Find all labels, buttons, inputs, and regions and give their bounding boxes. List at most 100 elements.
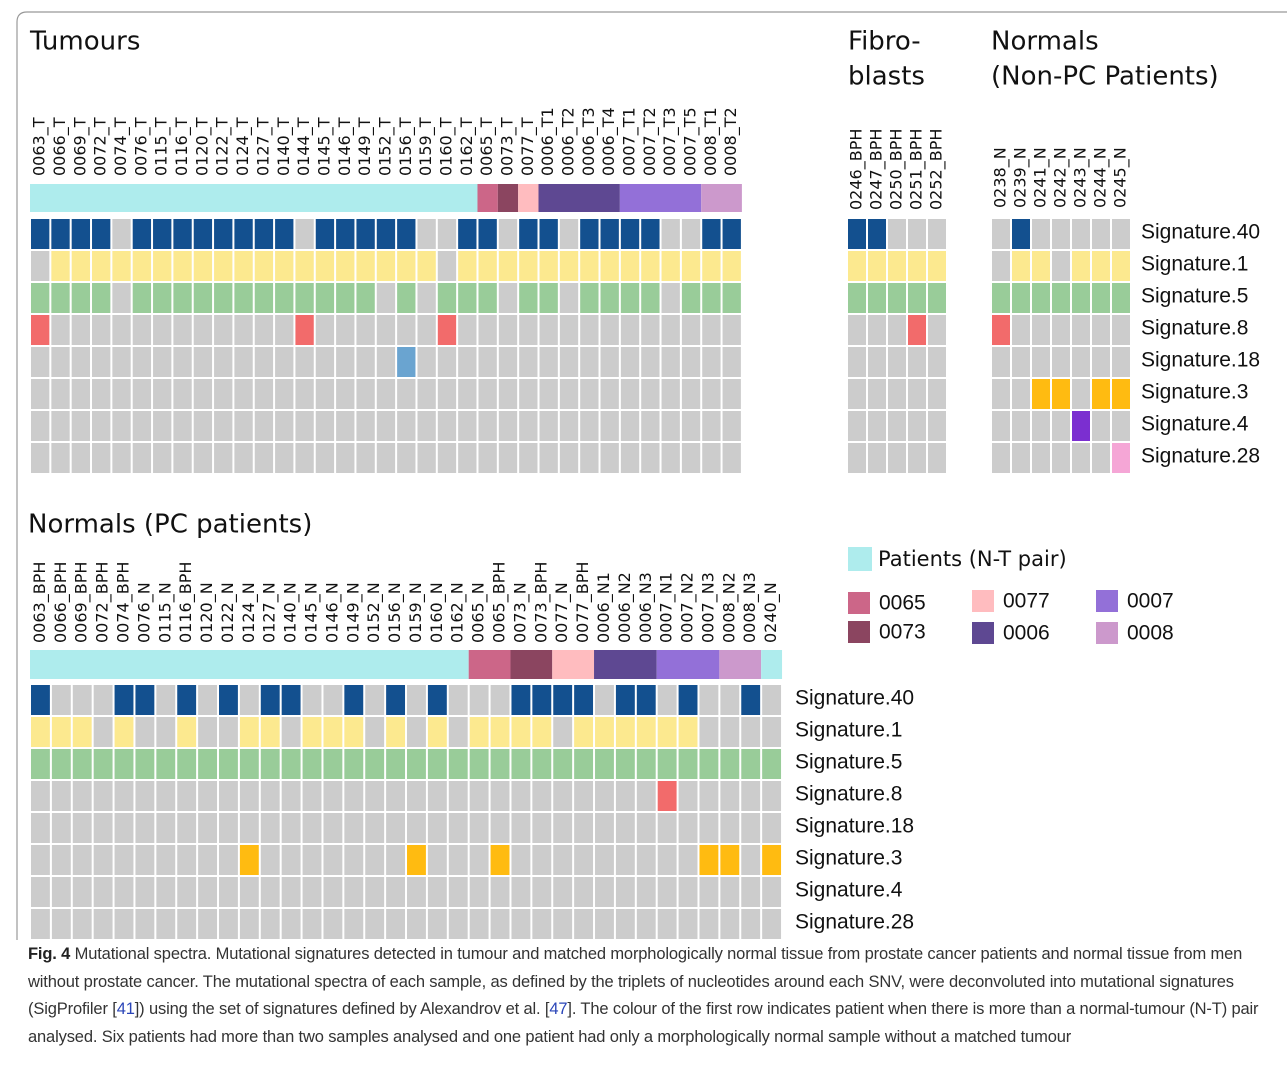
heatmap-cell	[193, 219, 213, 249]
sample-label: 0065_BPH	[490, 562, 510, 643]
sample-label: 0007_N2	[678, 572, 698, 643]
heatmap-cell	[636, 877, 656, 907]
heatmap-cell	[417, 379, 436, 409]
heatmap-cell	[600, 347, 619, 377]
heatmap-cell	[992, 379, 1010, 409]
heatmap-cell	[51, 219, 70, 249]
heatmap-cell	[636, 685, 656, 715]
heatmap-cell	[848, 411, 866, 441]
citation-link[interactable]: 47	[549, 1000, 568, 1018]
heatmap-cell	[641, 379, 660, 409]
heatmap-cell	[132, 443, 152, 473]
heatmap-cell	[992, 283, 1010, 313]
heatmap-cell	[559, 411, 579, 441]
heatmap-cell	[681, 411, 701, 441]
panel-title: Fibro-	[848, 27, 921, 57]
heatmap-cell	[478, 347, 497, 377]
heatmap-cell	[193, 411, 213, 441]
heatmap-cell	[112, 411, 131, 441]
heatmap-cell	[478, 379, 497, 409]
heatmap-cell	[397, 283, 416, 313]
patient-bar	[468, 650, 511, 679]
signature-label: Signature.4	[795, 879, 903, 902]
heatmap-cell	[720, 717, 740, 747]
heatmap-cell	[868, 379, 886, 409]
signature-label: Signature.4	[1141, 413, 1249, 436]
heatmap-cell	[72, 845, 92, 875]
sample-label: 0065_T	[477, 117, 497, 176]
caption-text: Mutational spectra. Mutational signature…	[28, 945, 1243, 1018]
heatmap-cell	[315, 347, 335, 377]
heatmap-cell	[661, 411, 680, 441]
heatmap-cell	[641, 347, 660, 377]
heatmap-cell	[356, 411, 375, 441]
heatmap-cell	[600, 283, 619, 313]
heatmap-cell	[478, 443, 497, 473]
heatmap-cell	[928, 251, 946, 281]
heatmap-cell	[376, 315, 396, 345]
heatmap-cell	[681, 283, 701, 313]
heatmap-cell	[71, 443, 91, 473]
sample-label: 0252_BPH	[927, 129, 947, 210]
heatmap-cell	[657, 877, 677, 907]
heatmap-cell	[315, 411, 335, 441]
heatmap-cell	[928, 443, 946, 473]
heatmap-cell	[511, 845, 531, 875]
heatmap-cell	[193, 283, 213, 313]
heatmap-cell	[553, 813, 573, 843]
patient-bar	[30, 650, 469, 679]
sample-label: 0145_T	[314, 117, 334, 176]
heatmap-cell	[295, 283, 314, 313]
sample-label: 0063_T	[30, 117, 50, 176]
heatmap-cell	[376, 283, 396, 313]
heatmap-cell	[678, 749, 698, 779]
sample-label: 0074_T	[111, 117, 131, 176]
patient-bar	[701, 184, 742, 212]
heatmap-cell	[198, 749, 218, 779]
heatmap-cell	[641, 283, 660, 313]
heatmap-cell	[636, 717, 656, 747]
heatmap-cell	[323, 685, 343, 715]
legend-swatch	[972, 622, 994, 644]
heatmap-cell	[72, 909, 92, 939]
heatmap-cell	[532, 813, 552, 843]
citation-link[interactable]: 41	[116, 1000, 135, 1018]
heatmap-cell	[519, 379, 538, 409]
heatmap-cell	[1012, 411, 1030, 441]
heatmap-cell	[848, 443, 866, 473]
heatmap-cell	[574, 717, 594, 747]
heatmap-cell	[275, 315, 294, 345]
heatmap-cell	[302, 781, 322, 811]
heatmap-cell	[1072, 283, 1090, 313]
heatmap-cell	[681, 251, 701, 281]
heatmap-cell	[31, 219, 50, 249]
heatmap-cell	[1072, 347, 1090, 377]
heatmap-cell	[519, 347, 538, 377]
heatmap-cell	[275, 251, 294, 281]
heatmap-cell	[153, 283, 172, 313]
heatmap-cell	[448, 685, 468, 715]
heatmap-cell	[469, 813, 489, 843]
heatmap-cell	[498, 251, 518, 281]
heatmap-cell	[1072, 315, 1090, 345]
sample-label: 0149_N	[343, 582, 363, 643]
sample-label: 0242_N	[1051, 147, 1071, 208]
heatmap-cell	[908, 315, 926, 345]
heatmap-cell	[490, 813, 510, 843]
heatmap-cell	[580, 347, 599, 377]
heatmap-cell	[478, 219, 497, 249]
heatmap-cell	[661, 283, 680, 313]
heatmap-cell	[490, 845, 510, 875]
heatmap-cell	[532, 717, 552, 747]
heatmap-cell	[214, 379, 233, 409]
heatmap-cell	[93, 813, 113, 843]
heatmap-cell	[315, 379, 335, 409]
heatmap-cell	[908, 251, 926, 281]
heatmap-cell	[281, 845, 301, 875]
heatmap-cell	[868, 411, 886, 441]
heatmap-cell	[657, 685, 677, 715]
heatmap-cell	[888, 283, 906, 313]
heatmap-cell	[254, 315, 274, 345]
heatmap-cell	[407, 813, 426, 843]
heatmap-cell	[153, 219, 172, 249]
